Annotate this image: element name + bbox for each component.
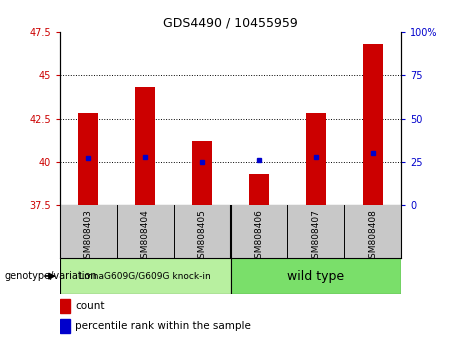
Bar <box>306 113 326 205</box>
Text: GSM808406: GSM808406 <box>254 209 263 264</box>
Text: LmnaG609G/G609G knock-in: LmnaG609G/G609G knock-in <box>79 272 211 281</box>
Bar <box>249 174 269 205</box>
Text: percentile rank within the sample: percentile rank within the sample <box>75 321 251 331</box>
Text: GSM808403: GSM808403 <box>84 209 93 264</box>
Text: count: count <box>75 302 105 312</box>
Text: genotype/variation: genotype/variation <box>5 271 97 281</box>
Bar <box>60 258 230 294</box>
Bar <box>78 113 98 205</box>
Text: GSM808404: GSM808404 <box>141 209 150 264</box>
Text: wild type: wild type <box>287 270 344 282</box>
Bar <box>60 319 70 333</box>
Bar <box>363 44 383 205</box>
Text: GSM808408: GSM808408 <box>368 209 377 264</box>
Title: GDS4490 / 10455959: GDS4490 / 10455959 <box>163 16 298 29</box>
Text: GSM808407: GSM808407 <box>311 209 320 264</box>
Bar <box>135 87 155 205</box>
Bar <box>192 141 212 205</box>
Bar <box>230 258 401 294</box>
Text: GSM808405: GSM808405 <box>198 209 207 264</box>
Bar <box>60 299 70 313</box>
